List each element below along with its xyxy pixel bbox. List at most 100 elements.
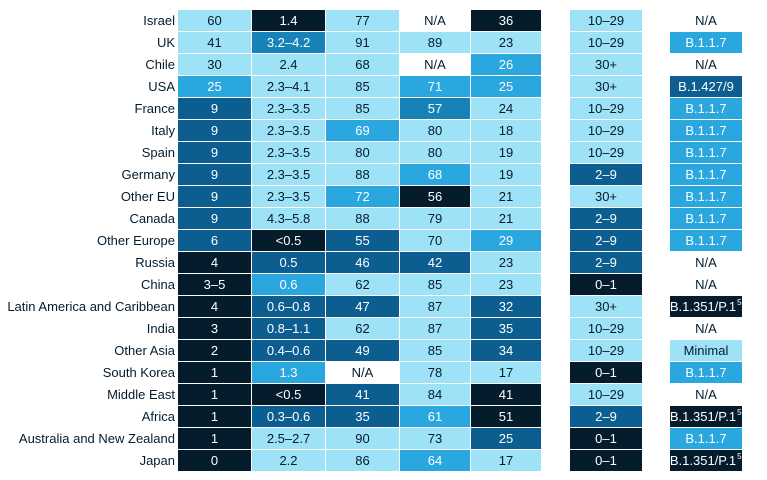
cell-label: 0.3–0.6 [267,409,310,424]
heatmap-cell [252,76,325,97]
heatmap-cell [670,274,742,295]
heatmap-cell [178,340,251,361]
cell-label: 10–29 [588,145,624,160]
cell-label: 62 [355,277,369,292]
heatmap-cell [252,120,325,141]
cell-label: 80 [355,145,369,160]
cell-label: 56 [428,189,442,204]
cell-label: N/A [424,13,446,28]
cell-label: 88 [355,167,369,182]
cell-label: 1 [211,431,218,446]
heatmap-cell [252,54,325,75]
cell-label: 26 [499,57,513,72]
heatmap-cell [471,164,541,185]
cell-label: 0–1 [595,277,617,292]
cell-label: B.1.1.7 [685,211,726,226]
heatmap-cell [670,54,742,75]
cell-label: 80 [428,145,442,160]
heatmap-cell [178,54,251,75]
heatmap-cell [670,120,742,141]
row-label: Russia [135,255,176,270]
cell-label: 30+ [595,189,617,204]
cell-label: 1.3 [279,365,297,380]
cell-label: 2.3–3.5 [267,101,310,116]
heatmap-cell [400,252,470,273]
cell-label: 2–9 [595,233,617,248]
row-label: Spain [142,145,175,160]
heatmap-cell [326,296,399,317]
cell-label: 2–9 [595,167,617,182]
heatmap-cell [400,54,470,75]
heatmap-cell [178,274,251,295]
cell-label: B.1.1.7 [685,431,726,446]
heatmap-cell [400,384,470,405]
cell-label: 30+ [595,299,617,314]
cell-label: 41 [355,387,369,402]
cell-label: 86 [355,453,369,468]
heatmap-cell [471,54,541,75]
heatmap-cell [570,120,642,141]
cell-label: 55 [355,233,369,248]
cell-label: 4 [211,299,218,314]
cell-label: 35 [499,321,513,336]
heatmap-cell [400,186,470,207]
heatmap-cell [178,120,251,141]
cell-label: 2.2 [279,453,297,468]
heatmap-cell [670,252,742,273]
cell-label: 57 [428,101,442,116]
cell-label: 4 [211,255,218,270]
heatmap-cell [326,142,399,163]
heatmap-cell [400,406,470,427]
cell-label: 0.8–1.1 [267,321,310,336]
cell-label: 1 [211,387,218,402]
heatmap-cell [252,98,325,119]
cell-label: 73 [428,431,442,446]
heatmap-cell [252,208,325,229]
heatmap-cell [670,406,742,427]
heatmap-cell [400,32,470,53]
heatmap-cell [252,164,325,185]
heatmap-cell [400,76,470,97]
heatmap-cell [471,32,541,53]
cell-label: 23 [499,255,513,270]
cell-label: 0 [211,453,218,468]
cell-label: 23 [499,277,513,292]
row-label: Israel [143,13,175,28]
row-label: UK [157,35,175,50]
cell-label: 32 [499,299,513,314]
cell-label: 71 [428,79,442,94]
heatmap-cell [570,252,642,273]
heatmap-cell [471,230,541,251]
heatmap-cell [471,98,541,119]
heatmap-cell [570,296,642,317]
cell-label: 17 [499,453,513,468]
heatmap-cell [326,208,399,229]
heatmap-cell [178,32,251,53]
heatmap-cell [326,32,399,53]
cell-label: 10–29 [588,387,624,402]
heatmap-cell [570,54,642,75]
heatmap-cell [471,208,541,229]
heatmap-cell [252,362,325,383]
cell-label: 3–5 [204,277,226,292]
cell-label: 10–29 [588,343,624,358]
cell-label: 68 [355,57,369,72]
heatmap-cell [252,32,325,53]
row-label: Germany [122,167,176,182]
cell-label: 25 [499,79,513,94]
cell-label: 2.4 [279,57,297,72]
heatmap-cell [326,252,399,273]
cell-label: 2.3–3.5 [267,123,310,138]
cell-label: 2–9 [595,255,617,270]
cell-label: 2–9 [595,211,617,226]
heatmap-cell [178,428,251,449]
heatmap-cell [670,186,742,207]
row-label: China [141,277,176,292]
cell-label: 0.6 [279,277,297,292]
cell-label: 2–9 [595,409,617,424]
cell-label: 0–1 [595,453,617,468]
cell-label: 89 [428,35,442,50]
heatmap-cell [471,186,541,207]
cell-label: 30+ [595,79,617,94]
heatmap-cell [400,10,470,31]
